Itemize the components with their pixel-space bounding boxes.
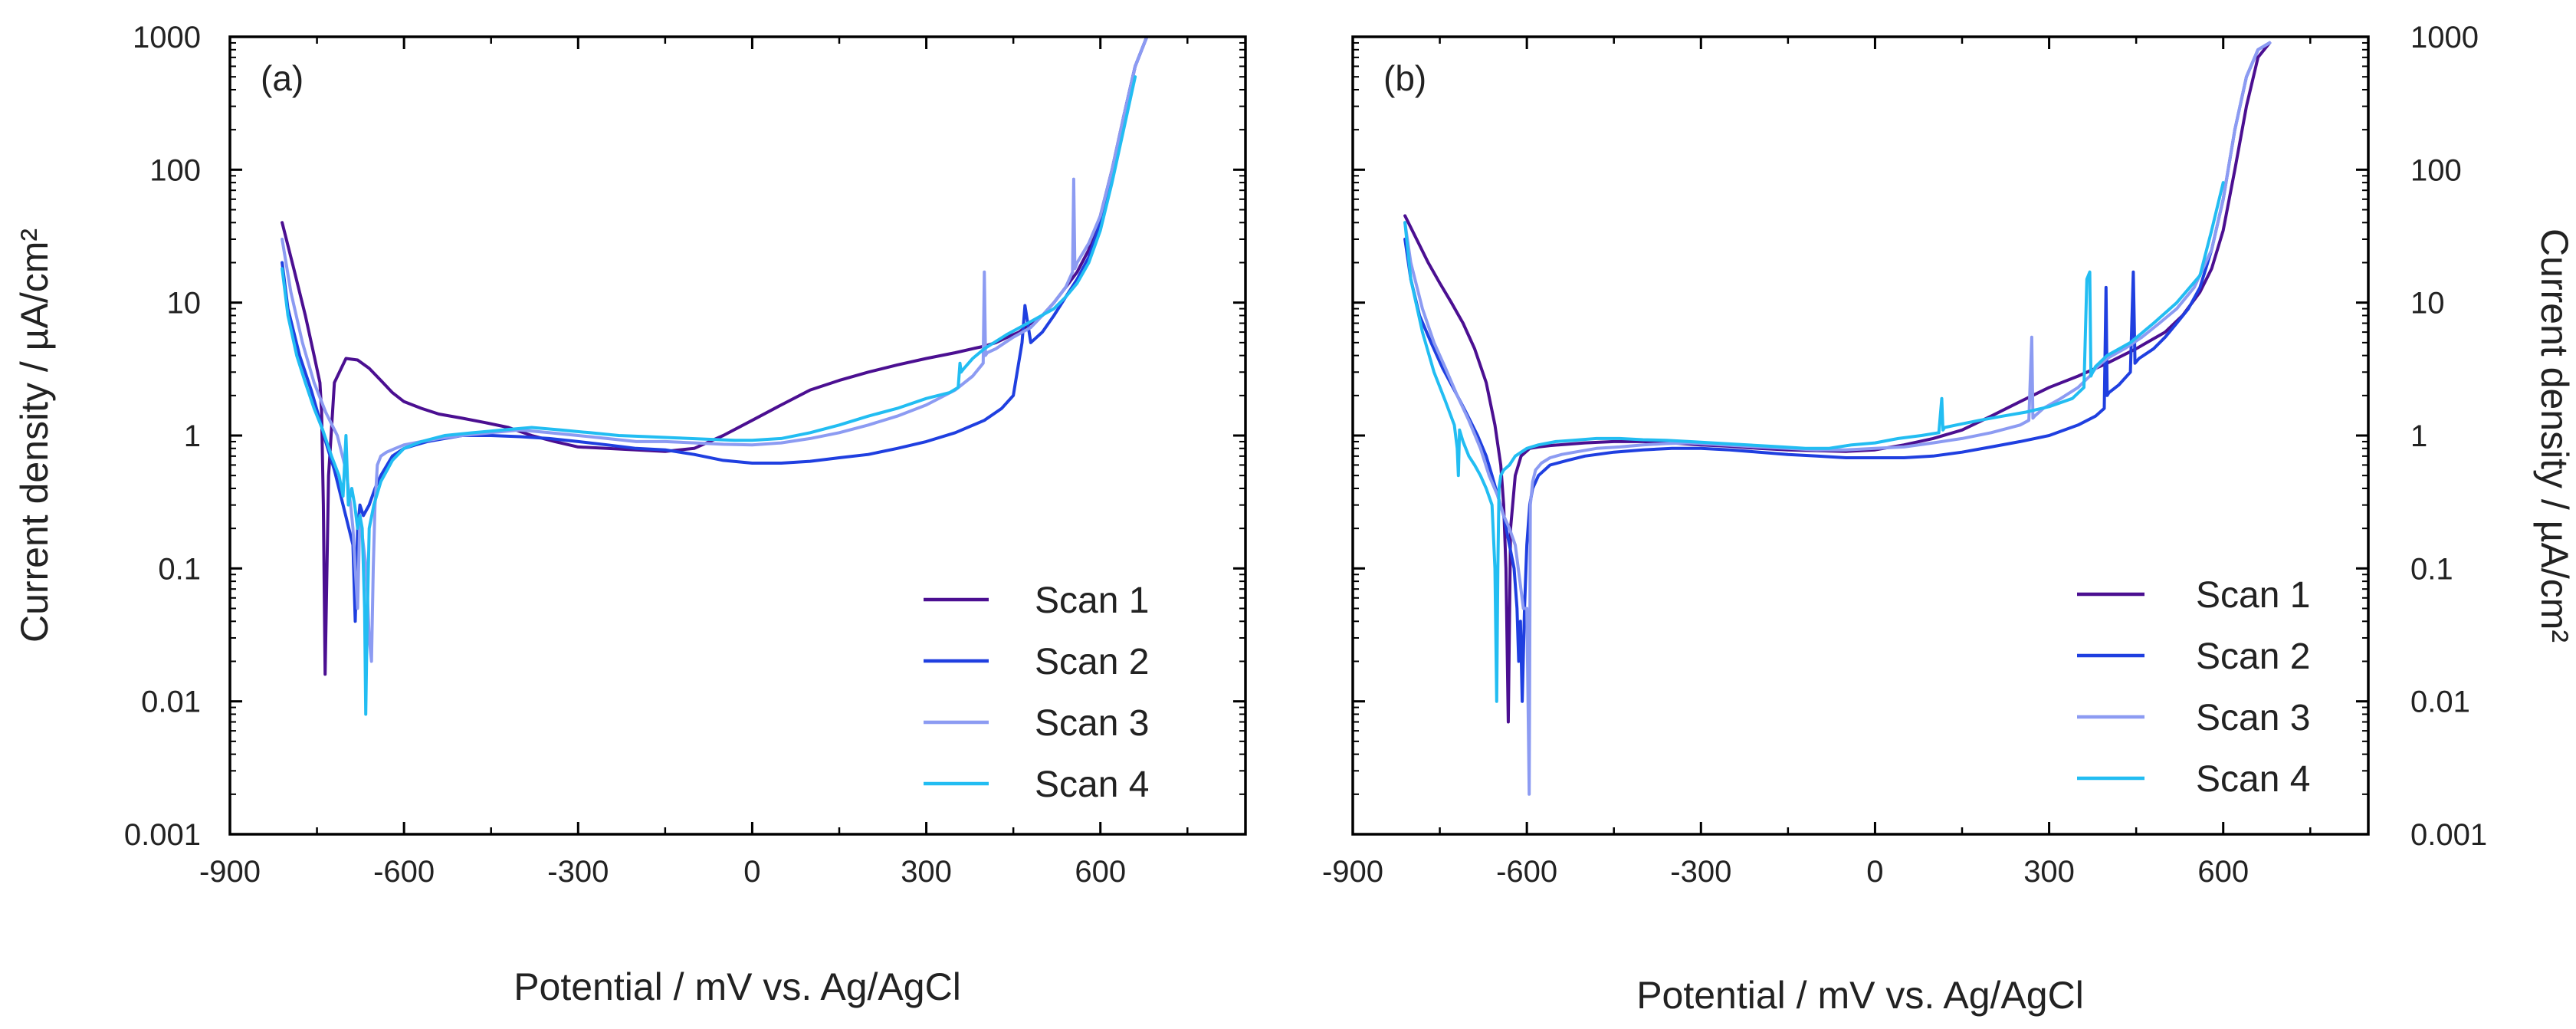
x-tick-label: -600 [373,855,435,889]
legend-b: Scan 1 Scan 2 Scan 3 Scan 4 [2077,575,2310,800]
y-tick-label: 0.001 [124,818,201,852]
y-tick-label: 100 [149,153,201,187]
y-tick-label: 10 [2410,287,2445,321]
y-tick-label: 1 [184,419,201,453]
x-tick-label: 600 [1075,855,1126,889]
y-axis-a: 0.001 0.01 0.1 1 10 100 1000 [124,21,1245,852]
y-tick-label: 1 [2410,419,2427,453]
legend-label: Scan 4 [1035,764,1149,805]
y-tick-label: 0.1 [2410,552,2453,586]
panel-label-a: (a) [261,58,304,98]
x-tick-label: -900 [199,855,261,889]
chart-panel-b: -900 -600 -300 0 300 600 0.001 0.01 0.1 1 10 100 10… [1322,21,2576,1017]
x-tick-label: -300 [547,855,609,889]
y-axis-b: 0.001 0.01 0.1 1 10 100 1000 [1353,21,2487,852]
y-tick-label: 0.1 [158,552,201,586]
y-tick-label: 0.01 [141,685,201,719]
x-tick-label: 0 [743,855,760,889]
y-tick-label: 1000 [2410,21,2479,54]
y-tick-label: 100 [2410,153,2462,187]
panel-label-b: (b) [1383,58,1426,98]
chart-panel-a: -900 -600 -300 0 300 600 0.001 0.01 0.1 1 10 100 10… [13,21,1247,1008]
legend-label: Scan 3 [2196,698,2310,738]
legend-label: Scan 4 [2196,759,2310,800]
y-tick-label: 10 [167,287,202,321]
legend-label: Scan 1 [1035,580,1149,621]
legend-label: Scan 3 [1035,703,1149,744]
x-tick-label: 600 [2197,855,2249,889]
x-tick-label: -300 [1670,855,1731,889]
x-tick-label: -600 [1496,855,1557,889]
series-line-scan-4 [281,75,1137,716]
series-line-scan-3 [281,37,1149,663]
y-axis-title-a: Current density / µA/cm² [13,228,56,643]
x-axis-b: -900 -600 -300 0 300 600 [1322,37,2312,889]
series-line-scan-4 [1403,181,2225,703]
legend-a: Scan 1 Scan 2 Scan 3 Scan 4 [924,580,1149,805]
series-layer-b [1403,41,2272,796]
x-tick-label: 300 [2023,855,2075,889]
x-axis-a: -900 -600 -300 0 300 600 [199,37,1189,889]
x-axis-title-b: Potential / mV vs. Ag/AgCl [1636,974,2084,1017]
series-layer-a [281,37,1149,716]
y-tick-label: 1000 [133,21,201,54]
x-tick-label: 300 [901,855,952,889]
x-tick-label: 0 [1866,855,1883,889]
y-tick-label: 0.01 [2410,685,2470,719]
legend-label: Scan 2 [1035,642,1149,682]
y-tick-label: 0.001 [2410,818,2487,852]
x-tick-label: -900 [1322,855,1383,889]
x-axis-title-a: Potential / mV vs. Ag/AgCl [514,965,961,1008]
legend-label: Scan 1 [2196,575,2310,616]
legend-label: Scan 2 [2196,636,2310,677]
y-axis-title-b: Current density / µA/cm² [2533,228,2576,643]
